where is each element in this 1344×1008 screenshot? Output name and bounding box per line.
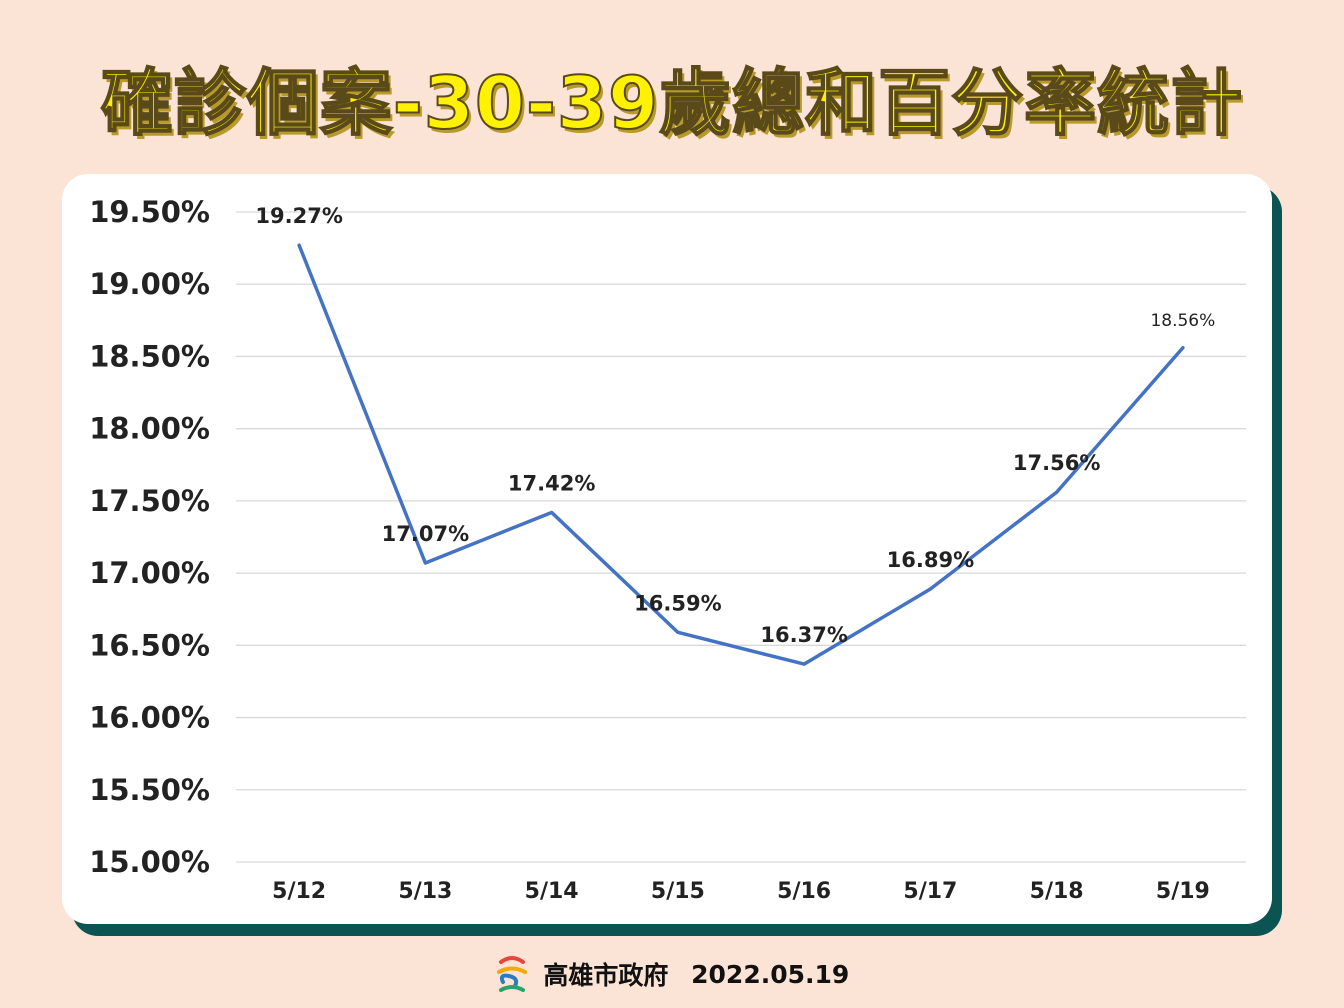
y-tick-label: 16.50% [89,628,210,662]
y-tick-label: 17.00% [89,556,210,590]
x-tick-label: 5/18 [1030,879,1084,904]
data-label: 17.07% [382,522,469,546]
x-tick-label: 5/17 [903,879,957,904]
x-tick-label: 5/19 [1156,879,1210,904]
data-label: 19.27% [255,204,342,228]
data-label: 16.37% [760,623,847,647]
y-tick-label: 19.50% [89,195,210,229]
kaohsiung-logo-icon [496,956,527,992]
y-tick-label: 19.00% [89,267,210,301]
chart-title: 確診個案-30-39歲總和百分率統計 [100,60,1244,146]
footer-org: 高雄市政府 [543,961,669,990]
y-tick-label: 18.50% [89,339,210,373]
data-label: 16.89% [887,548,974,572]
x-tick-label: 5/15 [651,879,705,904]
data-label: 16.59% [634,591,721,615]
x-tick-label: 5/13 [398,879,452,904]
data-label: 17.42% [508,471,595,495]
data-label: 17.56% [1013,451,1100,475]
footer-date: 2022.05.19 [691,959,850,989]
y-tick-label: 18.00% [89,412,210,446]
x-tick-label: 5/12 [272,879,326,904]
series-line [297,243,1185,666]
y-tick-label: 15.00% [89,845,210,879]
x-tick-label: 5/14 [525,879,579,904]
footer: 高雄市政府 2022.05.19 [0,954,1344,994]
y-tick-label: 17.50% [89,484,210,518]
y-tick-label: 15.50% [89,773,210,807]
x-tick-label: 5/16 [777,879,831,904]
chart-card [62,174,1272,924]
y-tick-label: 16.00% [89,701,210,735]
data-label: 18.56% [1150,311,1215,331]
